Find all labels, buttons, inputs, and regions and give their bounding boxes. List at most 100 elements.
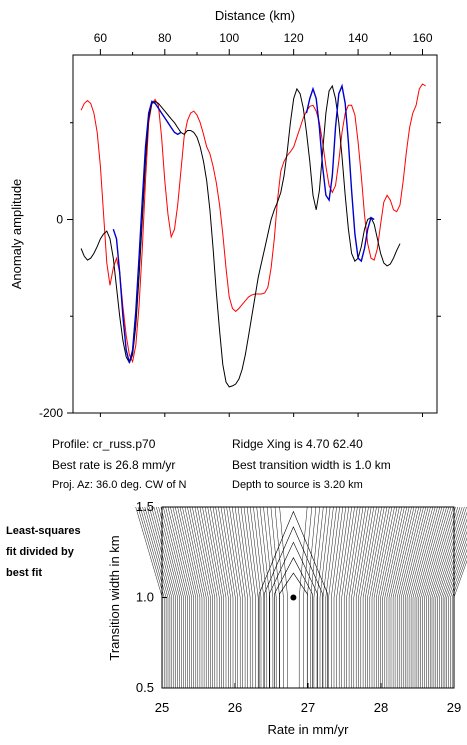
contour-line (392, 506, 415, 688)
contour-line (431, 506, 461, 688)
contour-line (378, 506, 398, 688)
x-tick-label: 120 (284, 31, 304, 45)
contour-line (338, 506, 352, 688)
side-note-line-2: fit divided by (6, 546, 74, 558)
info-depth: Depth to source is 3.20 km (232, 479, 363, 491)
contour-line (343, 506, 358, 688)
contour-line (243, 506, 256, 688)
contour-line (246, 506, 259, 688)
contour-line (149, 506, 175, 688)
contour-lines (135, 506, 467, 688)
contour-x-ticks: 25 26 27 28 29 (155, 683, 461, 715)
info-best-transition: Best transition width is 1.0 km (232, 458, 391, 472)
contour-line (441, 518, 467, 688)
contour-line (270, 506, 280, 688)
contour-line (158, 506, 182, 688)
contour-line (414, 506, 441, 688)
contour-line (146, 506, 173, 688)
contour-line (172, 506, 194, 688)
contour-line (249, 506, 262, 688)
info-profile: Profile: cr_russ.p70 (52, 437, 156, 451)
contour-line (404, 506, 429, 688)
contour-line (199, 506, 218, 688)
contour-chevron (258, 510, 328, 688)
contour-line (398, 506, 422, 688)
contour-line (428, 506, 456, 688)
contour-line (394, 506, 417, 688)
contour-line (435, 506, 465, 688)
contour-line (202, 506, 220, 688)
contour-line (274, 506, 284, 688)
contour-line (365, 506, 382, 688)
contour-line (325, 506, 337, 688)
contour-line (442, 524, 467, 688)
contour-x-tick-label: 28 (374, 700, 388, 715)
contour-line (328, 506, 340, 688)
contour-line (367, 506, 385, 688)
contour-line (187, 506, 207, 688)
contour-line (170, 506, 192, 688)
x-tick-label: 60 (94, 31, 108, 45)
contour-line (256, 506, 268, 688)
side-note-line-1: Least-squares (6, 525, 81, 537)
contour-line (450, 548, 467, 688)
contour-line (453, 560, 467, 688)
contour-line (229, 506, 243, 688)
profile-series-line-0 (80, 83, 426, 364)
profile-series-line-2 (112, 100, 182, 363)
contour-line (380, 506, 400, 688)
contour-line (355, 506, 372, 688)
contour-line (346, 506, 361, 688)
contour-line (348, 506, 364, 688)
contour-chevron (269, 541, 318, 688)
contour-line (336, 506, 350, 688)
contour-line (429, 506, 459, 688)
contour-line (400, 506, 424, 688)
contour-line (303, 506, 313, 688)
best-fit-marker (290, 594, 297, 601)
contour-line (439, 511, 467, 688)
contour-line (351, 506, 367, 688)
y-tick-label: 0 (56, 212, 63, 226)
contour-x-tick-label: 29 (447, 700, 461, 715)
x-tick-label: 140 (348, 31, 368, 45)
contour-line (153, 506, 178, 688)
contour-line (182, 506, 203, 688)
info-best-rate: Best rate is 26.8 mm/yr (52, 458, 176, 472)
contour-y-axis-label: Transition width in km (107, 535, 122, 660)
info-proj-az: Proj. Az: 36.0 deg. CW of N (52, 479, 187, 491)
contour-line (322, 506, 334, 688)
contour-line (194, 506, 213, 688)
contour-line (174, 506, 197, 688)
contour-line (231, 506, 246, 688)
contour-line (384, 506, 405, 688)
contour-line (234, 506, 248, 688)
contour-line (444, 531, 467, 688)
contour-line (160, 506, 184, 688)
contour-line (207, 506, 224, 688)
contour-line (279, 506, 288, 688)
contour-line (437, 506, 467, 688)
contour-line (412, 506, 438, 688)
contour-x-tick-label: 26 (228, 700, 242, 715)
contour-line (448, 542, 467, 688)
profile-series-line-3 (305, 83, 375, 263)
contour-line (418, 506, 445, 688)
contour-y-tick-label: 1.5 (136, 499, 154, 514)
profile-x-axis-label: Distance (km) (215, 8, 295, 23)
contour-line (263, 506, 274, 688)
contour-line (420, 506, 447, 688)
contour-line (426, 506, 454, 688)
side-note-line-3: best fit (6, 567, 43, 579)
contour-line (189, 506, 209, 688)
contour-line (204, 506, 222, 688)
contour-line (240, 506, 254, 688)
contour-line (142, 506, 169, 688)
left-y-ticks: 0 -200 (39, 122, 73, 420)
contour-line (156, 506, 180, 688)
contour-x-axis-label: Rate in mm/yr (268, 722, 350, 737)
contour-line (433, 506, 463, 688)
contour-line (451, 554, 467, 688)
side-note: Least-squares fit divided by best fit (6, 521, 116, 584)
contour-line (163, 506, 186, 688)
